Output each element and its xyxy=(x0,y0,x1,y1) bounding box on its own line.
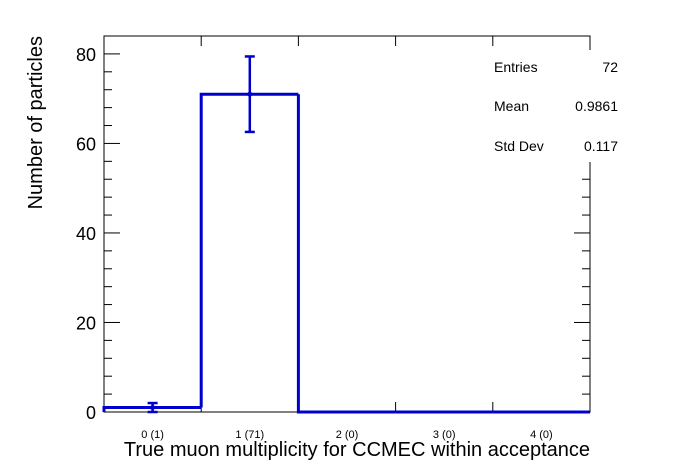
histogram-bar xyxy=(102,406,202,412)
stats-entries-label: Entries xyxy=(494,59,538,75)
stats-box: Entries 72 Mean 0.9861 Std Dev 0.117 xyxy=(484,50,628,162)
y-tick-label: 60 xyxy=(76,134,96,154)
y-tick-label: 80 xyxy=(76,45,96,65)
x-tick-label: 0 (1) xyxy=(141,429,164,441)
stats-entries-row: Entries 72 xyxy=(494,59,618,79)
bars-layer xyxy=(102,55,590,414)
y-axis-title: Number of particles xyxy=(25,36,47,209)
histogram-bar xyxy=(296,94,396,414)
y-tick-label: 0 xyxy=(86,403,96,423)
labels-layer: 0 20 40 60 80 0 (1) 1 (71) 2 (0) 3 (0) 4 (0)True … xyxy=(25,36,590,461)
x-tick-label: 2 (0) xyxy=(336,429,359,441)
histogram-bar xyxy=(199,92,299,408)
x-tick-label: 3 (0) xyxy=(433,429,456,441)
y-tick-label: 20 xyxy=(76,313,96,333)
stats-mean-value: 0.9861 xyxy=(575,98,618,114)
stats-std-row: Std Dev 0.117 xyxy=(494,138,618,158)
stats-std-label: Std Dev xyxy=(494,138,544,154)
x-tick-label: 4 (0) xyxy=(530,429,553,441)
x-tick-label: 1 (71) xyxy=(235,429,264,441)
stats-mean-row: Mean 0.9861 xyxy=(494,98,618,118)
stats-entries-value: 72 xyxy=(602,59,618,75)
data-point xyxy=(247,91,253,97)
y-tick-label: 40 xyxy=(76,224,96,244)
stats-std-value: 0.117 xyxy=(584,138,618,154)
x-axis-title: True muon multiplicity for CCMEC within … xyxy=(124,439,590,461)
stats-mean-label: Mean xyxy=(494,98,530,114)
data-point xyxy=(150,405,156,411)
